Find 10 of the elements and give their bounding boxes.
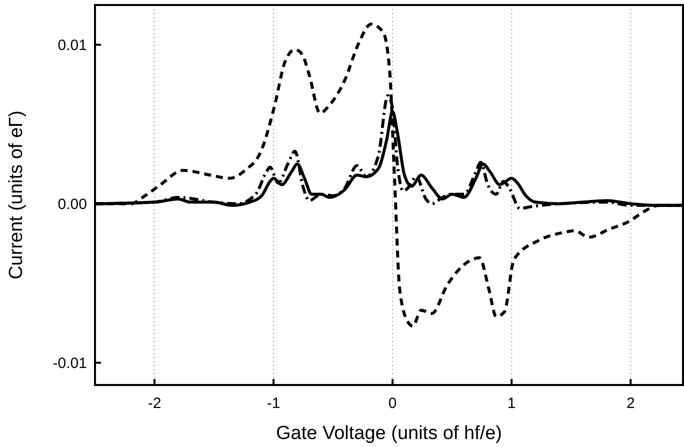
x-tick-label: -1 bbox=[266, 395, 280, 412]
y-tick-label: 0.00 bbox=[58, 196, 87, 213]
x-tick-label: -2 bbox=[148, 395, 162, 412]
x-tick-label: 0 bbox=[388, 395, 397, 412]
x-tick-label: 1 bbox=[507, 395, 516, 412]
x-axis-title: Gate Voltage (units of hf/e) bbox=[276, 423, 502, 444]
y-axis-title: Current (units of eΓ) bbox=[6, 110, 27, 280]
y-tick-label: -0.01 bbox=[52, 354, 87, 372]
x-tick-label: 2 bbox=[626, 395, 635, 412]
y-tick-label: 0.01 bbox=[58, 37, 87, 54]
